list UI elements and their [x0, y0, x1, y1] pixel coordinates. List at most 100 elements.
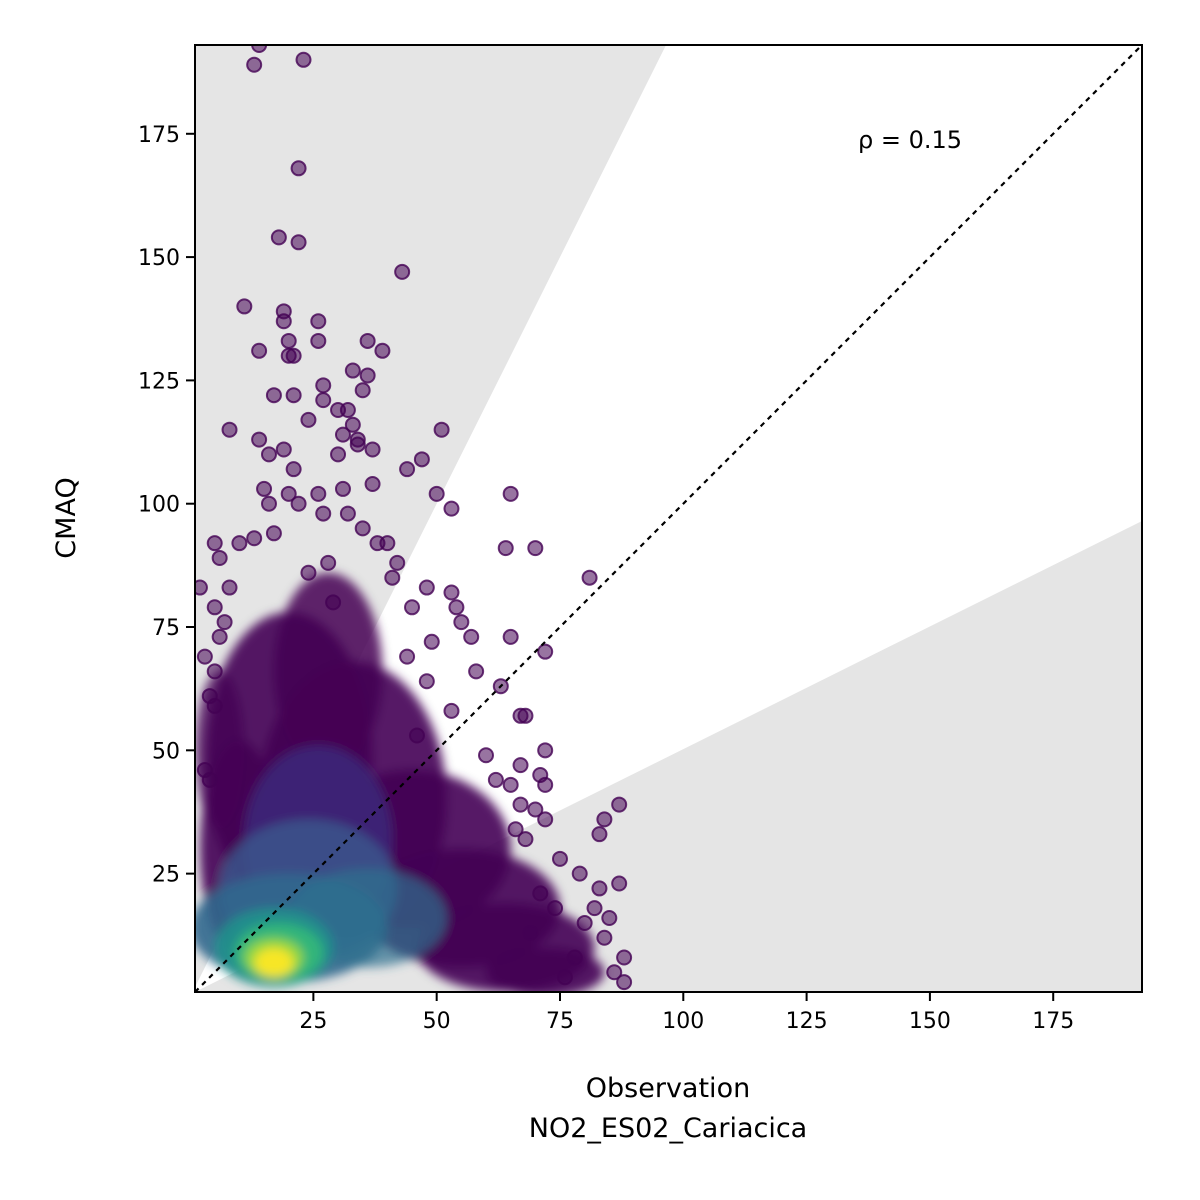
scatter-point: [517, 707, 534, 724]
scatter-point: [359, 332, 376, 349]
scatter-point: [211, 628, 228, 645]
scatter-point: [201, 688, 218, 705]
scatter-point: [285, 461, 302, 478]
scatter-point: [334, 480, 351, 497]
scatter-point: [428, 485, 445, 502]
y-axis-label: CMAQ: [51, 477, 82, 558]
scatter-point: [596, 929, 613, 946]
scatter-point: [556, 969, 573, 986]
scatter-point: [596, 811, 613, 828]
scatter-point: [581, 569, 598, 586]
scatter-point: [591, 880, 608, 897]
scatter-point: [443, 500, 460, 517]
scatter-point: [344, 416, 361, 433]
scatter-point: [453, 614, 470, 631]
scatter-point: [423, 633, 440, 650]
scatter-point: [275, 441, 292, 458]
scatter-point: [251, 342, 268, 359]
scatter-point: [310, 332, 327, 349]
scatter-point: [251, 431, 268, 448]
scatter-point: [201, 771, 218, 788]
y-tick-label: 50: [152, 739, 180, 764]
scatter-point: [433, 421, 450, 438]
scatter-point: [315, 505, 332, 522]
scatter-point: [547, 900, 564, 917]
scatter-point: [443, 584, 460, 601]
scatter-point: [265, 387, 282, 404]
scatter-point: [315, 392, 332, 409]
scatter-point: [443, 702, 460, 719]
scatter-point: [413, 451, 430, 468]
scatter-point: [606, 964, 623, 981]
scatter-point: [517, 831, 534, 848]
x-axis: 25 50 75 100 125 150 175: [299, 992, 1074, 1034]
scatter-point: [404, 599, 421, 616]
scatter-point: [374, 342, 391, 359]
lower-shaded-region: [195, 520, 1142, 992]
scatter-point: [280, 485, 297, 502]
scatter-point: [236, 298, 253, 315]
y-tick-label: 175: [138, 123, 180, 148]
scatter-point: [221, 579, 238, 596]
scatter-point: [310, 485, 327, 502]
scatter-point: [260, 446, 277, 463]
scatter-point: [354, 382, 371, 399]
x-tick-label: 125: [786, 1009, 828, 1034]
scatter-point: [576, 914, 593, 931]
scatter-point: [196, 648, 213, 665]
x-tick-label: 100: [662, 1009, 704, 1034]
x-tick-label: 150: [909, 1009, 951, 1034]
scatter-point: [399, 461, 416, 478]
scatter-point: [478, 747, 495, 764]
scatter-point: [468, 663, 485, 680]
scatter-point: [537, 811, 554, 828]
scatter-point: [246, 530, 263, 547]
scatter-point: [300, 411, 317, 428]
plot-frame: [194, 44, 1143, 993]
x-tick-label: 75: [546, 1009, 574, 1034]
scatter-point: [507, 821, 524, 838]
scatter-point: [502, 776, 519, 793]
scatter-point: [216, 614, 233, 631]
scatter-point: [285, 347, 302, 364]
x-tick-label: 25: [299, 1009, 327, 1034]
x-tick-label: 175: [1032, 1009, 1074, 1034]
scatter-point: [418, 673, 435, 690]
density-blob: [486, 947, 605, 992]
scatter-point: [280, 332, 297, 349]
y-tick-label: 75: [152, 616, 180, 641]
scatter-point: [616, 974, 633, 991]
y-tick-label: 100: [138, 493, 180, 518]
scatter-point: [364, 441, 381, 458]
scatter-point: [256, 480, 273, 497]
scatter-point: [364, 475, 381, 492]
scatter-point: [537, 776, 554, 793]
density-blob: [273, 572, 383, 771]
scatter-point: [359, 367, 376, 384]
scatter-point: [487, 771, 504, 788]
scatter-point: [295, 51, 312, 68]
scatter-point: [537, 643, 554, 660]
scatter-point: [290, 160, 307, 177]
scatter-point: [408, 727, 425, 744]
scatter-point: [448, 599, 465, 616]
scatter-point: [290, 234, 307, 251]
scatter-point: [344, 362, 361, 379]
scatter-point: [270, 229, 287, 246]
scatter-point: [315, 377, 332, 394]
x-axis-label: Observation: [586, 1073, 750, 1104]
scatter-point: [502, 628, 519, 645]
scatter-point: [206, 599, 223, 616]
scatter-point: [231, 535, 248, 552]
x-tick-label: 50: [423, 1009, 451, 1034]
scatter-point: [522, 924, 539, 941]
density-cloud: [195, 572, 605, 992]
scatter-point: [325, 594, 342, 611]
scatter-points: [195, 45, 633, 991]
scatter-point: [206, 535, 223, 552]
scatter-point: [320, 554, 337, 571]
scatter-point: [290, 495, 307, 512]
scatter-point: [260, 495, 277, 512]
scatter-point: [551, 850, 568, 867]
correlation-annotation: ρ = 0.15: [858, 126, 962, 154]
